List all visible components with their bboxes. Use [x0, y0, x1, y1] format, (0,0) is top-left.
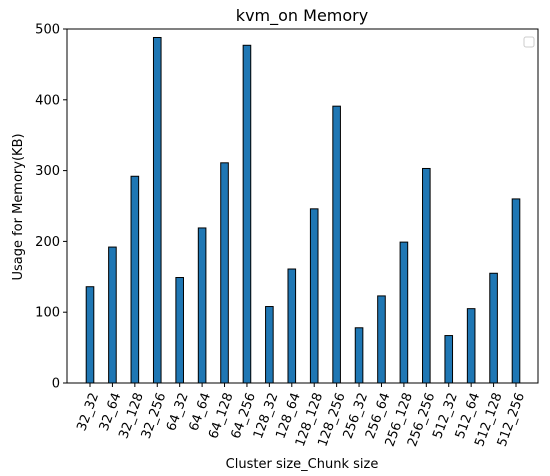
y-axis-ticks: 0 100 200 300 400 500	[35, 23, 67, 392]
bar-128_128	[309, 208, 319, 384]
bars-group	[85, 36, 521, 384]
bar-128_32	[265, 306, 274, 384]
bar-64_128	[220, 162, 229, 384]
legend-box	[523, 36, 535, 48]
bar-64_256	[242, 44, 252, 384]
bar-64_32	[175, 277, 184, 384]
bar-32_128	[130, 175, 140, 384]
bar-32_32	[85, 286, 95, 384]
bar-512_32	[444, 335, 454, 384]
bar-512_128	[489, 272, 498, 384]
bar-256_32	[354, 327, 364, 384]
x-axis-label: Cluster size_Chunk size	[226, 457, 379, 472]
bar-512_64	[466, 308, 476, 384]
x-axis-ticks: 32_3232_6432_12832_25664_3264_6464_12864…	[74, 383, 528, 449]
chart-title: kvm_on Memory	[236, 6, 368, 26]
y-tick-label: 100	[35, 306, 60, 321]
bar-128_256	[332, 105, 341, 384]
y-tick-label: 0	[52, 377, 60, 392]
y-tick-label: 500	[35, 23, 60, 38]
bar-32_256	[152, 36, 162, 384]
y-axis-label: Usage for Memory(KB)	[11, 133, 26, 280]
y-tick-label: 400	[35, 93, 60, 108]
y-tick-label: 200	[35, 235, 60, 250]
bar-128_64	[287, 268, 297, 384]
bar-256_64	[377, 295, 386, 384]
bar-256_128	[399, 241, 409, 384]
bar-512_256	[511, 198, 521, 384]
bar-64_64	[197, 227, 207, 384]
y-tick-label: 300	[35, 164, 60, 179]
plot-frame	[66, 28, 539, 384]
bar-32_64	[108, 246, 117, 384]
bar-256_256	[422, 167, 431, 384]
